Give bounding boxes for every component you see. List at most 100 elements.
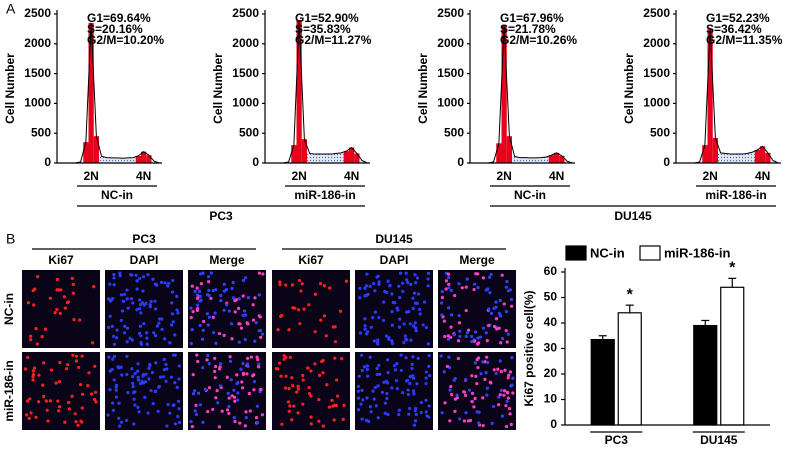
cell xyxy=(505,340,509,344)
cell xyxy=(190,328,194,332)
significance: * xyxy=(729,260,736,277)
cell xyxy=(42,394,46,399)
cell xyxy=(506,391,510,395)
cell xyxy=(149,389,153,393)
cell xyxy=(207,362,211,366)
cell xyxy=(474,272,478,276)
cell xyxy=(94,400,98,404)
cell xyxy=(46,419,50,423)
cell xyxy=(374,404,378,408)
cell xyxy=(190,284,194,288)
cell xyxy=(159,280,164,285)
cell xyxy=(23,367,28,371)
cell xyxy=(213,376,217,380)
cell xyxy=(136,405,140,409)
cell xyxy=(173,422,177,426)
axes xyxy=(675,10,781,164)
y-tick-label: 2500 xyxy=(24,6,51,20)
cell xyxy=(171,278,175,283)
histogram-bin xyxy=(307,153,313,163)
cell xyxy=(338,309,343,313)
row-label: miR-186-in xyxy=(2,360,16,421)
cell xyxy=(371,316,375,320)
histogram-bin xyxy=(301,139,307,163)
cell xyxy=(236,381,240,385)
cell xyxy=(356,396,361,400)
cell xyxy=(426,277,430,281)
cell xyxy=(473,396,477,401)
cell xyxy=(411,374,415,378)
cell xyxy=(26,399,30,403)
cell xyxy=(360,353,364,357)
cell xyxy=(125,340,129,344)
cell xyxy=(504,329,508,333)
cell xyxy=(487,307,491,311)
cell xyxy=(510,383,514,387)
histogram-bin xyxy=(343,151,349,163)
cell xyxy=(426,284,430,288)
histogram-bin xyxy=(739,154,745,163)
cell xyxy=(108,299,113,303)
cell xyxy=(444,287,448,291)
cell xyxy=(257,271,261,275)
cell xyxy=(202,319,206,324)
cell xyxy=(232,415,236,420)
cell xyxy=(164,362,168,367)
cell xyxy=(160,327,164,331)
legend-swatch xyxy=(639,245,661,261)
annotation: S=36.42% xyxy=(706,22,762,36)
cell xyxy=(144,372,148,376)
cell xyxy=(470,399,474,404)
annotation: G1=69.64% xyxy=(87,11,151,25)
cell xyxy=(112,342,117,346)
cell xyxy=(149,299,153,304)
cell xyxy=(119,365,123,369)
histogram-bin xyxy=(114,157,120,163)
cell xyxy=(256,421,260,425)
cell xyxy=(93,397,97,402)
cell xyxy=(32,366,37,370)
cell xyxy=(390,341,395,346)
cell xyxy=(125,297,129,301)
cell xyxy=(449,288,453,293)
cell xyxy=(261,332,265,336)
cell xyxy=(445,364,449,369)
cell xyxy=(243,337,247,342)
cell xyxy=(382,380,386,384)
cell xyxy=(115,328,119,332)
cell xyxy=(328,286,332,290)
legend-swatch xyxy=(565,245,587,261)
cell xyxy=(377,282,381,286)
cell xyxy=(372,281,376,286)
cell xyxy=(412,291,417,295)
cell xyxy=(120,373,124,377)
annotation: G1=52.90% xyxy=(295,11,359,25)
cell xyxy=(439,354,443,358)
cell xyxy=(284,283,288,287)
cell xyxy=(86,383,90,388)
legend-label: NC-in xyxy=(590,245,625,260)
cell xyxy=(218,384,222,388)
cell xyxy=(233,399,237,403)
cell xyxy=(193,289,197,294)
cell xyxy=(70,276,74,281)
cell xyxy=(284,374,288,378)
cell xyxy=(456,356,460,361)
cell xyxy=(426,342,430,346)
cell xyxy=(317,397,321,402)
condition-label: NC-in xyxy=(514,188,546,202)
cell xyxy=(205,312,209,316)
histogram-bin xyxy=(538,157,544,163)
cell xyxy=(460,286,464,290)
cell xyxy=(405,338,409,342)
cell xyxy=(176,414,180,419)
cell xyxy=(449,385,453,389)
cell xyxy=(191,392,196,396)
column-label: DAPI xyxy=(130,253,159,267)
cell xyxy=(398,317,402,321)
cell xyxy=(117,401,121,405)
cell xyxy=(157,384,161,389)
histogram-bin xyxy=(328,154,334,163)
cell xyxy=(45,408,49,412)
cell xyxy=(465,331,469,335)
